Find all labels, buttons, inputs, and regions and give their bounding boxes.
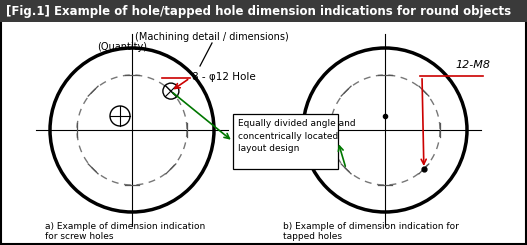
Bar <box>233 114 338 169</box>
Text: 8 - φ12 Hole: 8 - φ12 Hole <box>192 72 256 82</box>
Text: b) Example of dimension indication for
tapped holes: b) Example of dimension indication for t… <box>283 222 459 241</box>
Bar <box>0 0 527 22</box>
Text: a) Example of dimension indication
for screw holes: a) Example of dimension indication for s… <box>45 222 205 241</box>
Text: Equally divided angle and
concentrically located
layout design: Equally divided angle and concentrically… <box>238 119 356 153</box>
Text: 12-M8: 12-M8 <box>455 60 490 70</box>
Text: (Machining detail / dimensions): (Machining detail / dimensions) <box>135 32 289 42</box>
Text: (Quantity): (Quantity) <box>97 42 147 52</box>
Text: [Fig.1] Example of hole/tapped hole dimension indications for round objects: [Fig.1] Example of hole/tapped hole dime… <box>6 4 511 17</box>
